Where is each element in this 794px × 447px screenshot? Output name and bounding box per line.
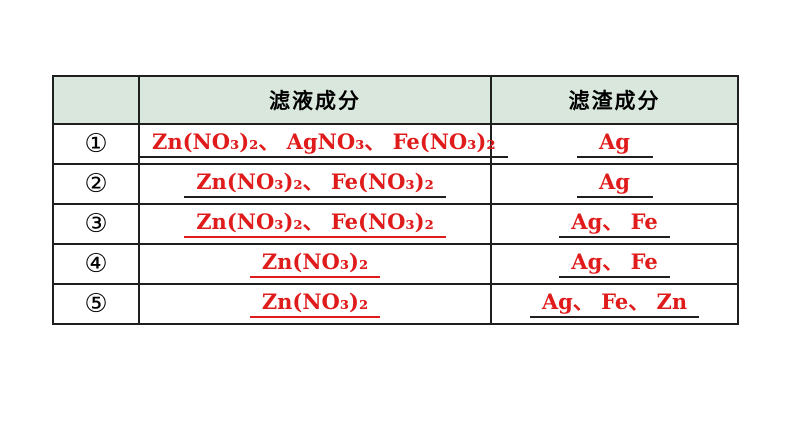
filtrate-answer-blank: Zn(NO₃)₂、 Fe(NO₃)₂ [184,169,446,199]
filtrate-cell: Zn(NO₃)₂、 Fe(NO₃)₂ [138,203,492,245]
header-cell-residue: 滤渣成分 [490,75,739,125]
filtrate-cell: Zn(NO₃)₂ [138,243,492,285]
table-row: ① Zn(NO₃)₂、 AgNO₃、 Fe(NO₃)₂ Ag [52,123,739,165]
residue-cell: Ag [490,123,739,165]
filtrate-answer-blank: Zn(NO₃)₂ [249,289,381,319]
table-row: ② Zn(NO₃)₂、 Fe(NO₃)₂ Ag [52,163,739,205]
filtrate-answer-blank: Zn(NO₃)₂、 Fe(NO₃)₂ [184,209,446,239]
filtrate-answer-blank: Zn(NO₃)₂、 AgNO₃、 Fe(NO₃)₂ [140,129,508,159]
table-row: ③ Zn(NO₃)₂、 Fe(NO₃)₂ Ag、 Fe [52,203,739,245]
table-row: ⑤ Zn(NO₃)₂ Ag、 Fe、 Zn [52,283,739,325]
residue-cell: Ag、 Fe [490,243,739,285]
filtrate-residue-table: 滤液成分 滤渣成分 ① Zn(NO₃)₂、 AgNO₃、 Fe(NO₃)₂ Ag… [52,75,739,325]
residue-answer-blank: Ag、 Fe [559,249,670,279]
residue-answer-blank: Ag、 Fe [559,209,670,239]
residue-cell: Ag、 Fe [490,203,739,245]
header-cell-filtrate: 滤液成分 [138,75,492,125]
row-number: ③ [52,203,140,245]
residue-cell: Ag [490,163,739,205]
residue-answer-blank: Ag [576,129,653,159]
table-header-row: 滤液成分 滤渣成分 [52,75,739,125]
table-row: ④ Zn(NO₃)₂ Ag、 Fe [52,243,739,285]
row-number: ② [52,163,140,205]
filtrate-cell: Zn(NO₃)₂ [138,283,492,325]
residue-answer-blank: Ag、 Fe、 Zn [529,289,700,319]
row-number: ④ [52,243,140,285]
row-number: ① [52,123,140,165]
residue-cell: Ag、 Fe、 Zn [490,283,739,325]
row-number: ⑤ [52,283,140,325]
filtrate-cell: Zn(NO₃)₂、 AgNO₃、 Fe(NO₃)₂ [138,123,508,165]
filtrate-cell: Zn(NO₃)₂、 Fe(NO₃)₂ [138,163,492,205]
residue-answer-blank: Ag [576,169,653,199]
filtrate-answer-blank: Zn(NO₃)₂ [249,249,381,279]
header-cell-empty [52,75,140,125]
